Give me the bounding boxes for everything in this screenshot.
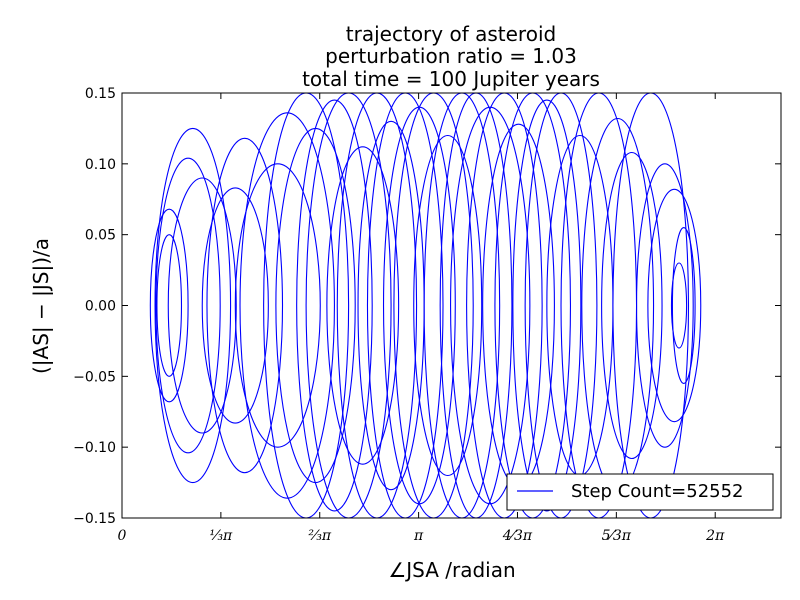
trajectory-loop <box>439 93 513 518</box>
y-tick-label: 0.10 <box>85 157 116 173</box>
chart-title-line-2: perturbation ratio = 1.03 <box>325 44 577 68</box>
trajectory-loop <box>326 146 400 465</box>
y-tick-label: 0.00 <box>85 299 116 315</box>
trajectory-loop <box>524 93 598 518</box>
trajectory-loop <box>155 157 221 454</box>
trajectory-loop <box>393 93 474 518</box>
x-tick-label: ⅓π <box>209 528 233 544</box>
trajectory-loop <box>263 93 350 518</box>
y-tick-label: 0.05 <box>85 228 116 244</box>
x-tick-label: 2π <box>705 528 725 544</box>
x-tick-label: ⅔π <box>308 528 332 544</box>
y-axis-label: (|AS| − |JS|)/a <box>29 238 53 374</box>
y-tick-label: 0.15 <box>85 86 116 102</box>
plot-area <box>122 93 781 518</box>
trajectory-loop <box>413 134 483 477</box>
trajectory-loop <box>601 151 663 460</box>
trajectory-loop <box>149 208 189 403</box>
chart-title-line-3: total time = 100 Jupiter years <box>302 67 600 91</box>
trajectory-loop <box>154 127 232 484</box>
y-tick-label: −0.15 <box>73 511 116 527</box>
trajectory-loop <box>234 163 321 448</box>
trajectory-loop <box>423 93 501 518</box>
legend-label: Step Count=52552 <box>571 481 744 502</box>
legend: Step Count=52552 <box>506 473 774 511</box>
trajectory-loop <box>494 93 571 518</box>
x-tick-label: 5⁄3π <box>602 528 632 544</box>
trajectory-loop <box>612 93 690 518</box>
trajectory-loop <box>671 227 696 384</box>
x-tick-label: 0 <box>118 528 127 544</box>
trajectory-loop <box>366 93 444 518</box>
trajectory-loop <box>167 177 237 434</box>
y-tick-label: −0.05 <box>73 369 116 385</box>
x-axis-label: ∠JSA /radian <box>388 558 515 582</box>
x-axis-ticks: 0 ⅓π ⅔π π 4⁄3π 5⁄3π 2π <box>118 93 725 544</box>
trajectory-loop <box>305 93 392 518</box>
trajectory-loop <box>296 99 373 512</box>
trajectory-loop <box>336 93 418 518</box>
chart-title-line-1: trajectory of asteroid <box>346 22 556 46</box>
y-axis-ticks: 0.15 0.10 0.05 0.00 −0.05 −0.10 −0.15 <box>73 86 781 527</box>
trajectory-loop <box>635 163 694 448</box>
trajectory-loop <box>239 112 335 499</box>
trajectory-loop <box>466 93 543 518</box>
trajectory-loop <box>512 99 582 512</box>
trajectory-loop <box>647 188 702 423</box>
y-tick-label: −0.10 <box>73 440 116 456</box>
trajectory-series <box>149 93 702 518</box>
trajectory-loop <box>201 187 269 424</box>
trajectory-loop <box>206 137 284 474</box>
trajectory-loop <box>156 234 183 377</box>
legend-box <box>506 473 774 511</box>
x-tick-label: 4⁄3π <box>502 528 533 544</box>
x-tick-label: π <box>413 528 424 544</box>
trajectory-loop <box>670 262 688 349</box>
